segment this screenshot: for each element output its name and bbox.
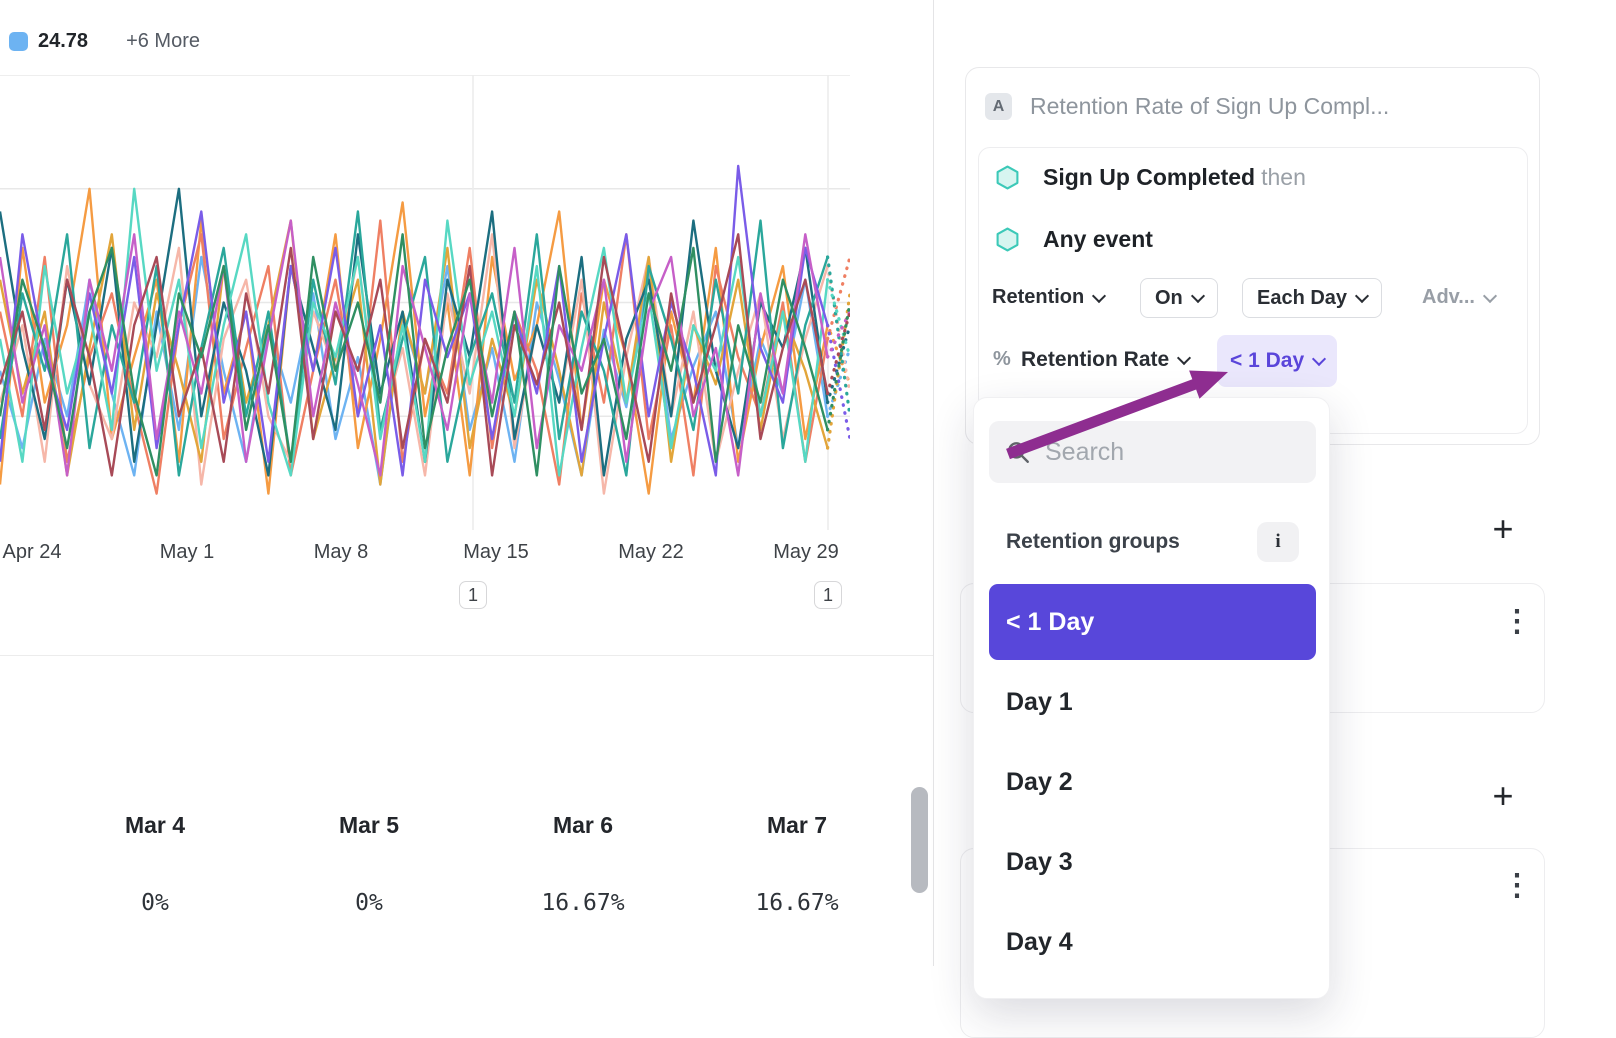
legend-swatch[interactable] xyxy=(9,32,28,51)
x-axis: Apr 24 May 1 May 8 May 15 May 22 May 29 xyxy=(0,541,850,567)
chevron-down-icon xyxy=(1354,288,1370,304)
column-header: Mar 4 xyxy=(124,812,186,838)
dropdown-item[interactable]: Day 2 xyxy=(1006,767,1073,796)
table-cell: 16.67% xyxy=(755,890,839,916)
more-options-icon[interactable]: ⋮ xyxy=(1502,605,1532,638)
on-label: On xyxy=(1155,286,1183,309)
x-tick-label: May 29 xyxy=(773,541,839,563)
first-event-text: Sign Up Completed then xyxy=(1043,164,1306,191)
interval-label: Each Day xyxy=(1257,286,1348,309)
count-badge[interactable]: 1 xyxy=(814,581,842,609)
chevron-down-icon xyxy=(1177,350,1192,366)
event-definition-card: Sign Up Completed then Any event Retentio… xyxy=(978,147,1528,434)
x-tick-label: May 22 xyxy=(618,541,684,563)
dropdown-item[interactable]: < 1 Day xyxy=(989,584,1316,660)
more-options-icon[interactable]: ⋮ xyxy=(1502,869,1532,902)
measure-label: Retention Rate xyxy=(1021,348,1170,371)
first-event-name[interactable]: Sign Up Completed xyxy=(1043,164,1256,190)
add-metric-button[interactable]: + xyxy=(1485,511,1521,547)
info-button[interactable]: i xyxy=(1257,522,1299,562)
table-cell: 0% xyxy=(141,890,169,916)
then-label: then xyxy=(1261,164,1306,190)
dropdown-item-list: < 1 Day Day 1 Day 2 Day 3 Day 4 xyxy=(989,584,1316,984)
x-tick-label: May 1 xyxy=(159,541,215,563)
table-cell: 16.67% xyxy=(541,890,625,916)
measure-dropdown[interactable]: Retention Rate xyxy=(1021,348,1192,372)
retention-line-chart[interactable] xyxy=(0,75,850,530)
advanced-label: Adv... xyxy=(1422,286,1475,308)
on-dropdown[interactable]: On xyxy=(1140,278,1218,318)
dropdown-item[interactable]: Day 3 xyxy=(1006,847,1073,876)
group-header-row: Retention groups i xyxy=(1006,521,1299,563)
percent-icon: % xyxy=(993,348,1011,370)
section-divider xyxy=(0,655,933,656)
panel-divider xyxy=(933,0,934,966)
first-event-row: Sign Up Completed then xyxy=(995,164,1306,191)
dropdown-item[interactable]: Day 1 xyxy=(1006,687,1073,716)
return-event-text: Any event xyxy=(1043,226,1153,253)
retention-mode-dropdown[interactable]: Retention xyxy=(992,286,1107,309)
chart-legend: 24.78 +6 More xyxy=(9,30,200,53)
x-tick-label: Apr 24 xyxy=(2,541,62,563)
bucket-dropdown-menu: Retention groups i < 1 Day Day 1 Day 2 Day … xyxy=(973,397,1330,999)
search-box[interactable] xyxy=(989,421,1316,483)
retention-controls-row: Retention On Each Day Adv... xyxy=(979,278,1527,320)
chevron-down-icon xyxy=(1092,288,1107,303)
table-value-row: 0% 0% 16.67% 16.67% xyxy=(48,890,904,916)
search-icon xyxy=(1008,442,1029,463)
event-hexagon-icon xyxy=(996,165,1019,190)
chevron-down-icon xyxy=(1312,351,1327,367)
x-tick-label: May 8 xyxy=(313,541,369,563)
interval-dropdown[interactable]: Each Day xyxy=(1242,278,1383,318)
advanced-dropdown[interactable]: Adv... xyxy=(1422,286,1498,309)
series-badge: A xyxy=(985,93,1012,120)
event-hexagon-icon xyxy=(996,227,1019,252)
measure-row: % Retention Rate < 1 Day xyxy=(979,335,1527,387)
return-event-name[interactable]: Any event xyxy=(1043,226,1153,252)
column-header: Mar 5 xyxy=(338,812,400,838)
chevron-down-icon xyxy=(1190,288,1205,304)
count-badge[interactable]: 1 xyxy=(459,581,487,609)
search-input[interactable] xyxy=(1043,436,1316,468)
app-window: 24.78 +6 More Apr 24 May 1 May 8 May 15 May … xyxy=(0,0,1545,1038)
retention-mode-label: Retention xyxy=(992,286,1085,308)
retention-query-card: A Retention Rate of Sign Up Compl... Sig… xyxy=(965,67,1540,445)
table-header-row: Mar 4 Mar 5 Mar 6 Mar 7 xyxy=(48,812,904,839)
vertical-scrollbar[interactable] xyxy=(911,787,928,893)
column-header: Mar 7 xyxy=(766,812,828,838)
add-metric-button[interactable]: + xyxy=(1485,778,1521,814)
bucket-dropdown[interactable]: < 1 Day xyxy=(1217,335,1338,387)
column-header: Mar 6 xyxy=(552,812,614,838)
table-cell: 0% xyxy=(355,890,383,916)
return-event-row: Any event xyxy=(995,226,1153,253)
legend-series-label[interactable]: 24.78 xyxy=(38,30,89,52)
x-tick-label: May 15 xyxy=(463,541,529,563)
bucket-label: < 1 Day xyxy=(1230,349,1305,372)
legend-more-button[interactable]: +6 More xyxy=(126,30,200,52)
dropdown-item[interactable]: Day 4 xyxy=(1006,927,1073,956)
chevron-down-icon xyxy=(1482,288,1498,303)
card-title: Retention Rate of Sign Up Compl... xyxy=(1030,93,1390,119)
group-label: Retention groups xyxy=(1006,530,1180,553)
